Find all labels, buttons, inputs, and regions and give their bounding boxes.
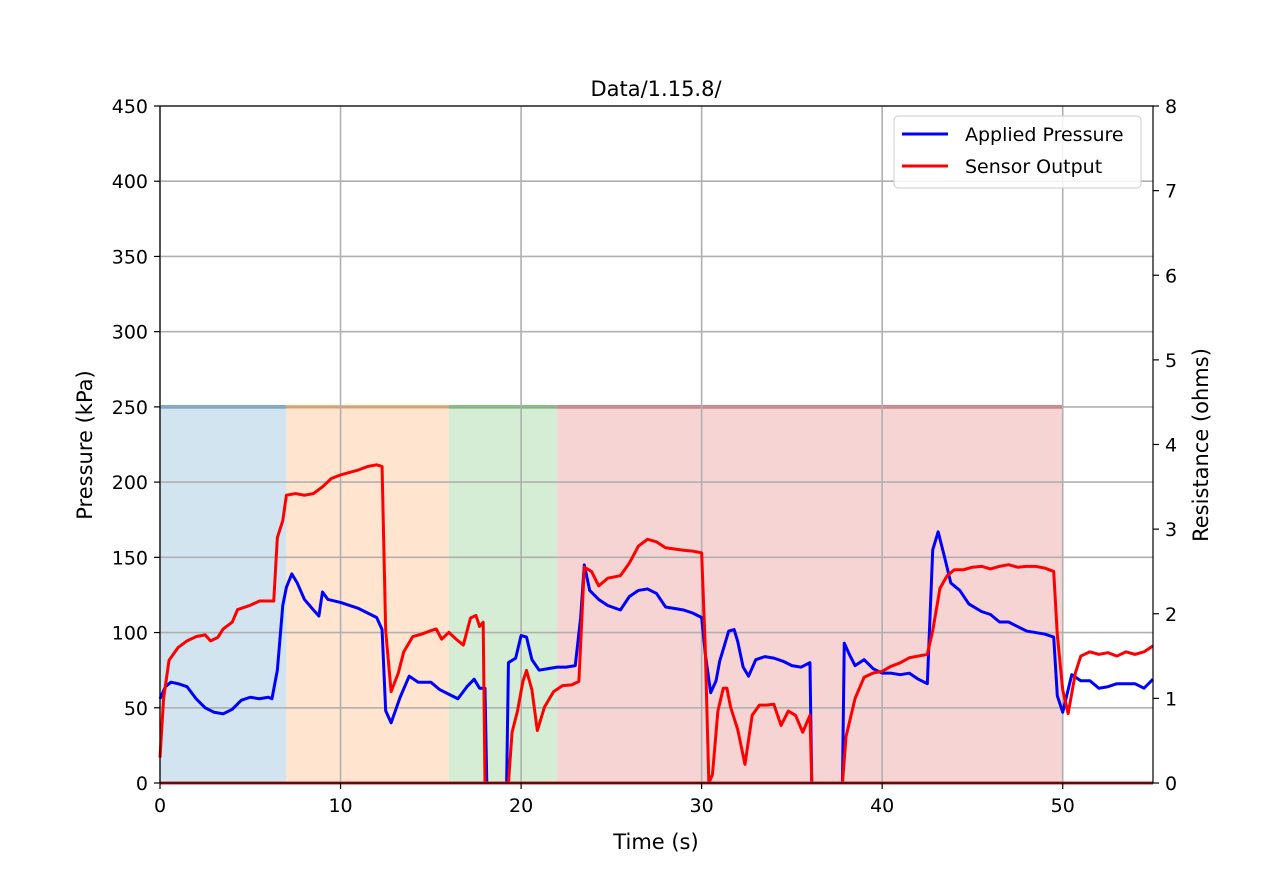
y2-tick-label-0: 0 xyxy=(1165,773,1177,795)
y-tick-label-2: 100 xyxy=(112,623,148,645)
y2-tick-label-5: 5 xyxy=(1165,350,1177,372)
chart-title: Data/1.15.8/ xyxy=(590,77,722,101)
series-line-sensor-output xyxy=(158,463,1154,785)
y-axis-label: Pressure (kPa) xyxy=(73,370,97,519)
phase-region-1 xyxy=(160,406,287,783)
x-tick-label-3: 30 xyxy=(690,795,714,817)
phase-region-2 xyxy=(286,406,449,783)
x-tick-label-2: 20 xyxy=(509,795,533,817)
legend-box xyxy=(893,115,1142,189)
x-tick-label-5: 50 xyxy=(1051,795,1075,817)
y2-axis-label: Resistance (ohms) xyxy=(1189,348,1213,542)
y-tick-label-4: 200 xyxy=(112,472,148,494)
legend-label-applied-pressure: Applied Pressure xyxy=(965,124,1124,146)
y-tick-label-8: 400 xyxy=(112,171,148,193)
y2-tick-label-3: 3 xyxy=(1165,519,1177,541)
x-tick-label-4: 40 xyxy=(870,795,894,817)
y2-tick-label-2: 2 xyxy=(1165,604,1177,626)
x-tick-label-1: 10 xyxy=(328,795,352,817)
x-tick-label-0: 0 xyxy=(154,795,166,817)
y2-tick-label-8: 8 xyxy=(1165,96,1177,118)
legend: Applied Pressure Sensor Output xyxy=(893,115,1142,189)
y2-tick-label-7: 7 xyxy=(1165,181,1177,203)
series-line-applied-pressure xyxy=(158,530,1155,785)
y-tick-label-0: 0 xyxy=(136,773,148,795)
axis-ticks: 0 10 20 30 40 50 0 50 100 150 200 250 300 350 400 450 0 1… xyxy=(112,96,1177,817)
y2-tick-label-4: 4 xyxy=(1165,435,1177,457)
y-tick-label-9: 450 xyxy=(112,96,148,118)
x-axis-label: Time (s) xyxy=(612,830,698,854)
legend-label-sensor-output: Sensor Output xyxy=(965,156,1102,178)
y-tick-label-1: 50 xyxy=(124,698,148,720)
y-tick-label-5: 250 xyxy=(112,397,148,419)
y2-tick-label-6: 6 xyxy=(1165,265,1177,287)
phase-region-3 xyxy=(448,406,558,783)
y-tick-label-3: 150 xyxy=(112,547,148,569)
y-tick-label-7: 350 xyxy=(112,246,148,268)
y-tick-label-6: 300 xyxy=(112,322,148,344)
phase-bands xyxy=(160,405,1063,783)
y2-tick-label-1: 1 xyxy=(1165,688,1177,710)
